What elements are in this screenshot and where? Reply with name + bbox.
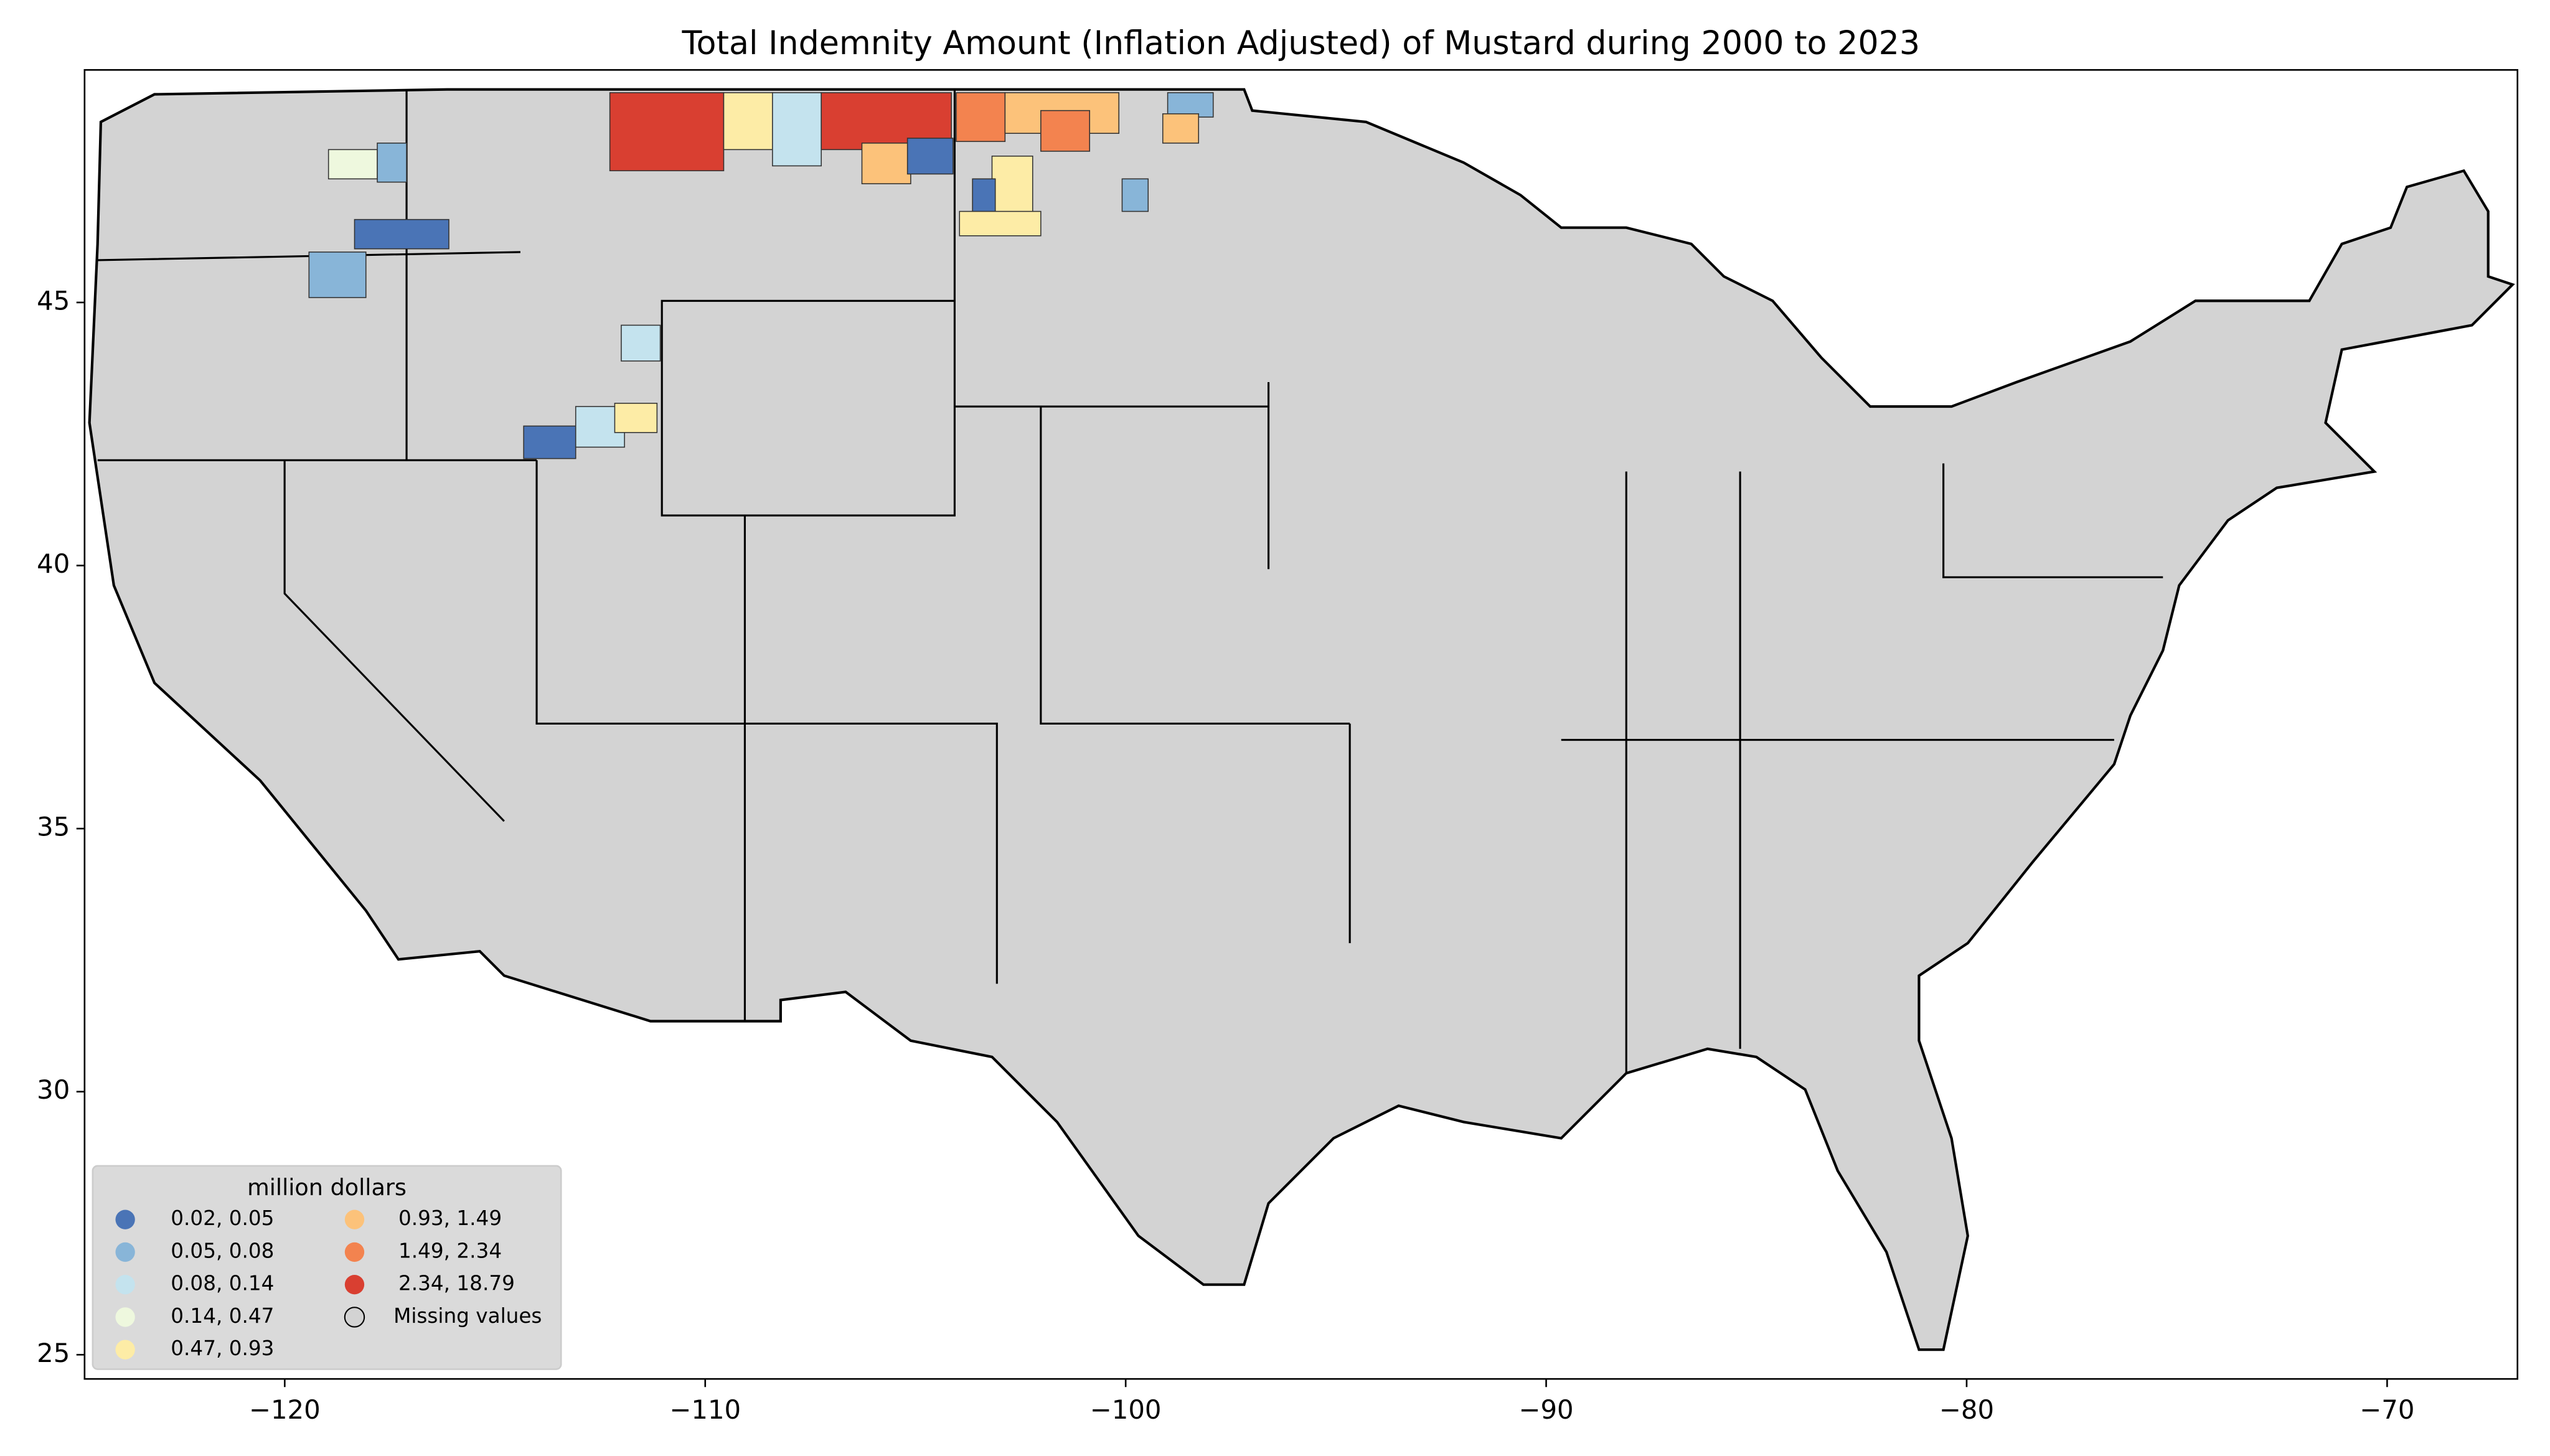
legend-label: 0.05, 0.08 xyxy=(171,1239,274,1262)
legend-box xyxy=(92,1165,562,1370)
highlighted-counties xyxy=(308,92,1214,459)
legend-marker xyxy=(115,1340,135,1360)
legend-label: 1.49, 2.34 xyxy=(398,1239,502,1262)
legend-title: million dollars xyxy=(247,1174,407,1201)
legend-label: 0.47, 0.93 xyxy=(171,1336,274,1360)
legend-marker xyxy=(344,1209,365,1229)
legend-marker xyxy=(115,1307,135,1327)
x-tick-label: −90 xyxy=(1518,1394,1573,1425)
x-tick-label: −70 xyxy=(2359,1394,2414,1425)
legend-label: Missing values xyxy=(393,1304,542,1328)
legend-label: 2.34, 18.79 xyxy=(398,1272,515,1295)
y-tick-label: 30 xyxy=(37,1074,70,1105)
x-tick-label: −100 xyxy=(1090,1394,1162,1425)
us-outline xyxy=(88,88,2515,1351)
x-tick-label: −80 xyxy=(1939,1394,1994,1425)
legend-marker xyxy=(344,1242,365,1262)
legend-marker xyxy=(344,1274,365,1295)
y-tick-label: 45 xyxy=(37,285,70,316)
legend-marker xyxy=(115,1242,135,1262)
x-tick-label: −120 xyxy=(249,1394,321,1425)
legend-marker xyxy=(115,1209,135,1229)
axes-frame xyxy=(83,69,2519,1380)
legend-label: 0.93, 1.49 xyxy=(398,1206,502,1230)
y-tick-label: 25 xyxy=(37,1338,70,1368)
legend-marker xyxy=(344,1307,365,1328)
y-tick-label: 35 xyxy=(37,812,70,842)
legend-label: 0.02, 0.05 xyxy=(171,1206,274,1230)
map-title: Total Indemnity Amount (Inflation Adjust… xyxy=(682,25,1921,62)
legend-label: 0.08, 0.14 xyxy=(171,1272,274,1295)
ticks: −120 −110 −100 −90 −80 −70 25 30 35 40 45 xyxy=(37,285,2414,1425)
y-tick-label: 40 xyxy=(37,548,70,579)
legend-label: 0.14, 0.47 xyxy=(171,1304,274,1328)
legend: million dollars 0.02, 0.05 0.05, 0.08 0.08… xyxy=(92,1165,562,1370)
legend-marker xyxy=(115,1274,135,1295)
map-area xyxy=(88,88,2515,1351)
x-tick-label: −110 xyxy=(669,1394,741,1425)
